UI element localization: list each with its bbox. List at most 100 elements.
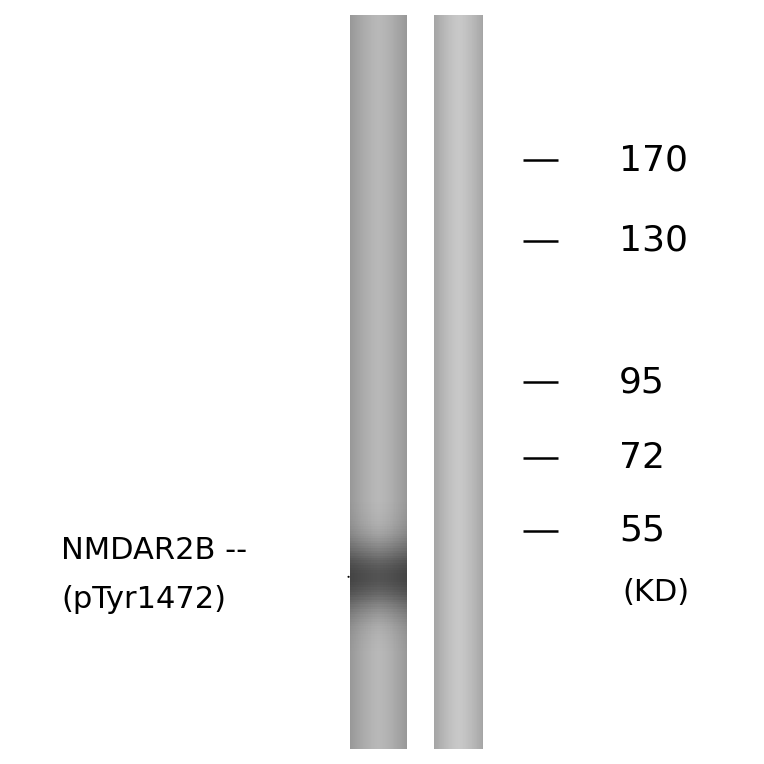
Bar [350,74,407,76]
Bar [434,325,484,329]
Bar [350,35,407,37]
Bar [434,47,484,50]
Bar [350,54,407,57]
Bar [350,433,407,435]
Bar [350,463,407,465]
Bar [350,724,407,727]
Bar [350,484,407,487]
Bar [434,404,484,406]
Bar [434,384,484,387]
Bar [350,20,407,23]
Bar [434,570,484,573]
Bar [434,138,484,140]
Bar [350,79,407,81]
Bar [350,394,407,397]
Bar [350,179,407,182]
Bar [350,744,407,746]
Bar [434,558,484,561]
Bar [434,286,484,289]
Bar [434,333,484,335]
Bar [350,700,407,702]
Bar [350,421,407,423]
Bar [434,478,484,480]
Bar [441,15,442,749]
Bar [434,52,484,54]
Bar [350,199,407,201]
Bar [350,683,407,685]
Bar [350,40,407,42]
Bar [434,105,484,108]
Bar [434,272,484,274]
Bar [434,688,484,690]
Bar [434,741,484,744]
Text: 55: 55 [619,514,665,548]
Bar [350,309,407,311]
Bar [350,443,407,445]
Bar [350,612,407,614]
Bar [434,341,484,343]
Bar [434,174,484,176]
Bar [350,624,407,626]
Bar [434,150,484,152]
Bar [434,629,484,631]
Bar [434,228,484,231]
Bar [350,558,407,561]
Bar [350,264,407,267]
Bar [350,284,407,286]
Bar [434,66,484,69]
Bar [350,140,407,142]
Bar [434,270,484,272]
Bar [350,529,407,531]
Bar [350,130,407,133]
Bar [434,397,484,399]
Bar [355,15,356,749]
Bar [434,353,484,355]
Bar [350,643,407,646]
Bar [434,262,484,264]
Bar [404,15,405,749]
Bar [350,680,407,683]
Bar [362,15,363,749]
Bar [434,365,484,367]
Bar [434,348,484,350]
Bar [350,561,407,563]
Bar [434,257,484,260]
Bar [350,262,407,264]
Bar [350,570,407,573]
Bar [350,118,407,121]
Bar [352,15,354,749]
Bar [434,431,484,433]
Bar [350,15,351,749]
Bar [434,145,484,147]
Bar [434,316,484,319]
Bar [479,15,480,749]
Bar [434,675,484,678]
Bar [350,37,407,40]
Bar [434,484,484,487]
Bar [398,15,400,749]
Bar [350,121,407,123]
Bar [434,600,484,602]
Bar [434,702,484,704]
Bar [350,15,407,18]
Bar [350,176,407,179]
Bar [350,128,407,130]
Bar [350,240,407,243]
Bar [350,514,407,516]
Bar [434,206,484,209]
Bar [434,582,484,585]
Bar [350,370,407,372]
Bar [350,451,407,453]
Bar [364,15,365,749]
Bar [350,123,407,125]
Bar [350,695,407,698]
Bar [434,529,484,531]
Bar [451,15,452,749]
Bar [474,15,475,749]
Bar [434,42,484,44]
Bar [397,15,398,749]
Bar [350,162,407,164]
Bar [434,639,484,641]
Bar [406,15,407,749]
Bar [434,617,484,619]
